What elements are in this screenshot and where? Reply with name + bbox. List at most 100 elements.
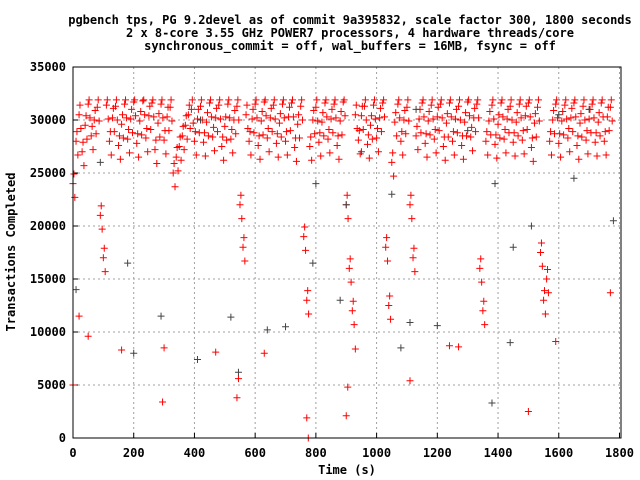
data-point: [322, 96, 330, 104]
data-point: [432, 149, 440, 157]
data-point: [325, 126, 333, 134]
data-point: [124, 259, 132, 267]
y-tick-label: 30000: [30, 113, 66, 127]
data-point: [602, 151, 610, 159]
data-point: [557, 153, 565, 161]
data-point: [591, 138, 599, 146]
data-point: [289, 96, 297, 104]
data-point: [159, 114, 167, 122]
data-point: [231, 106, 239, 114]
data-point: [169, 169, 177, 177]
data-point: [168, 117, 176, 125]
data-point: [143, 124, 151, 132]
data-point: [465, 96, 473, 104]
data-point: [430, 135, 438, 143]
data-point: [283, 151, 291, 159]
data-point: [282, 128, 290, 136]
data-point: [110, 128, 118, 136]
x-tick-label: 1800: [605, 446, 634, 460]
data-point: [501, 126, 509, 134]
data-point: [544, 289, 552, 297]
data-point: [564, 134, 572, 142]
data-point: [315, 138, 323, 146]
data-point: [297, 102, 305, 110]
data-point: [241, 257, 249, 265]
data-point: [152, 136, 160, 144]
data-point: [480, 297, 488, 305]
data-point: [364, 131, 372, 139]
data-point: [458, 141, 466, 149]
data-point: [180, 146, 188, 154]
data-point: [406, 377, 414, 385]
data-point: [242, 111, 250, 119]
data-point: [509, 243, 517, 251]
data-point: [113, 116, 121, 124]
y-tick-label: 10000: [30, 325, 66, 339]
data-point: [227, 313, 235, 321]
y-tick-label: 5000: [37, 378, 66, 392]
data-point: [305, 310, 313, 318]
data-point: [535, 117, 543, 125]
data-point: [75, 312, 83, 320]
data-point: [495, 111, 503, 119]
data-point: [258, 108, 266, 116]
data-point: [80, 162, 88, 170]
data-point: [303, 414, 311, 422]
data-point: [555, 139, 563, 147]
data-point: [99, 254, 107, 262]
data-point: [538, 262, 546, 270]
x-tick-label: 1200: [423, 446, 452, 460]
data-point: [329, 129, 337, 137]
data-point: [216, 96, 224, 104]
data-point: [382, 243, 390, 251]
data-point: [537, 249, 545, 256]
data-point: [319, 109, 327, 117]
data-point: [188, 96, 196, 104]
data-point: [391, 118, 399, 126]
data-point: [282, 137, 290, 145]
data-point: [292, 157, 300, 165]
data-point: [427, 101, 435, 109]
data-point: [510, 129, 518, 137]
data-point: [308, 156, 316, 164]
data-point: [314, 117, 322, 125]
data-point: [474, 96, 482, 104]
data-point: [76, 101, 84, 109]
x-tick-label: 0: [69, 446, 76, 460]
data-point: [412, 132, 420, 140]
data-point: [528, 134, 536, 142]
data-point: [301, 223, 309, 231]
data-point: [232, 130, 240, 138]
data-point: [206, 99, 214, 107]
data-point: [190, 137, 198, 145]
data-point: [306, 143, 314, 150]
data-point: [347, 278, 355, 286]
data-point: [163, 113, 171, 121]
title-line-2: 2 x 8-core 3.55 GHz POWER7 processors, 4…: [126, 26, 574, 40]
data-point: [162, 150, 170, 158]
data-point: [436, 100, 444, 108]
data-point: [585, 115, 593, 123]
data-point: [570, 174, 578, 182]
data-point: [481, 321, 489, 329]
data-point: [342, 412, 350, 420]
data-point: [103, 96, 111, 104]
data-point: [342, 201, 350, 209]
data-point: [540, 296, 548, 304]
data-point: [259, 131, 267, 139]
data-point: [441, 156, 449, 164]
data-point: [279, 96, 287, 104]
data-point: [455, 343, 463, 351]
data-point: [254, 141, 262, 149]
chart-title: pgbench tps, PG 9.2devel as of commit 9a…: [68, 13, 632, 54]
data-point: [435, 127, 443, 135]
data-point: [118, 346, 126, 354]
data-point: [229, 149, 237, 157]
data-point: [207, 96, 215, 104]
data-point: [124, 135, 132, 143]
data-point: [83, 135, 91, 143]
data-point: [398, 128, 406, 136]
data-point: [553, 96, 561, 104]
data-point: [406, 318, 414, 326]
data-point: [494, 120, 502, 128]
